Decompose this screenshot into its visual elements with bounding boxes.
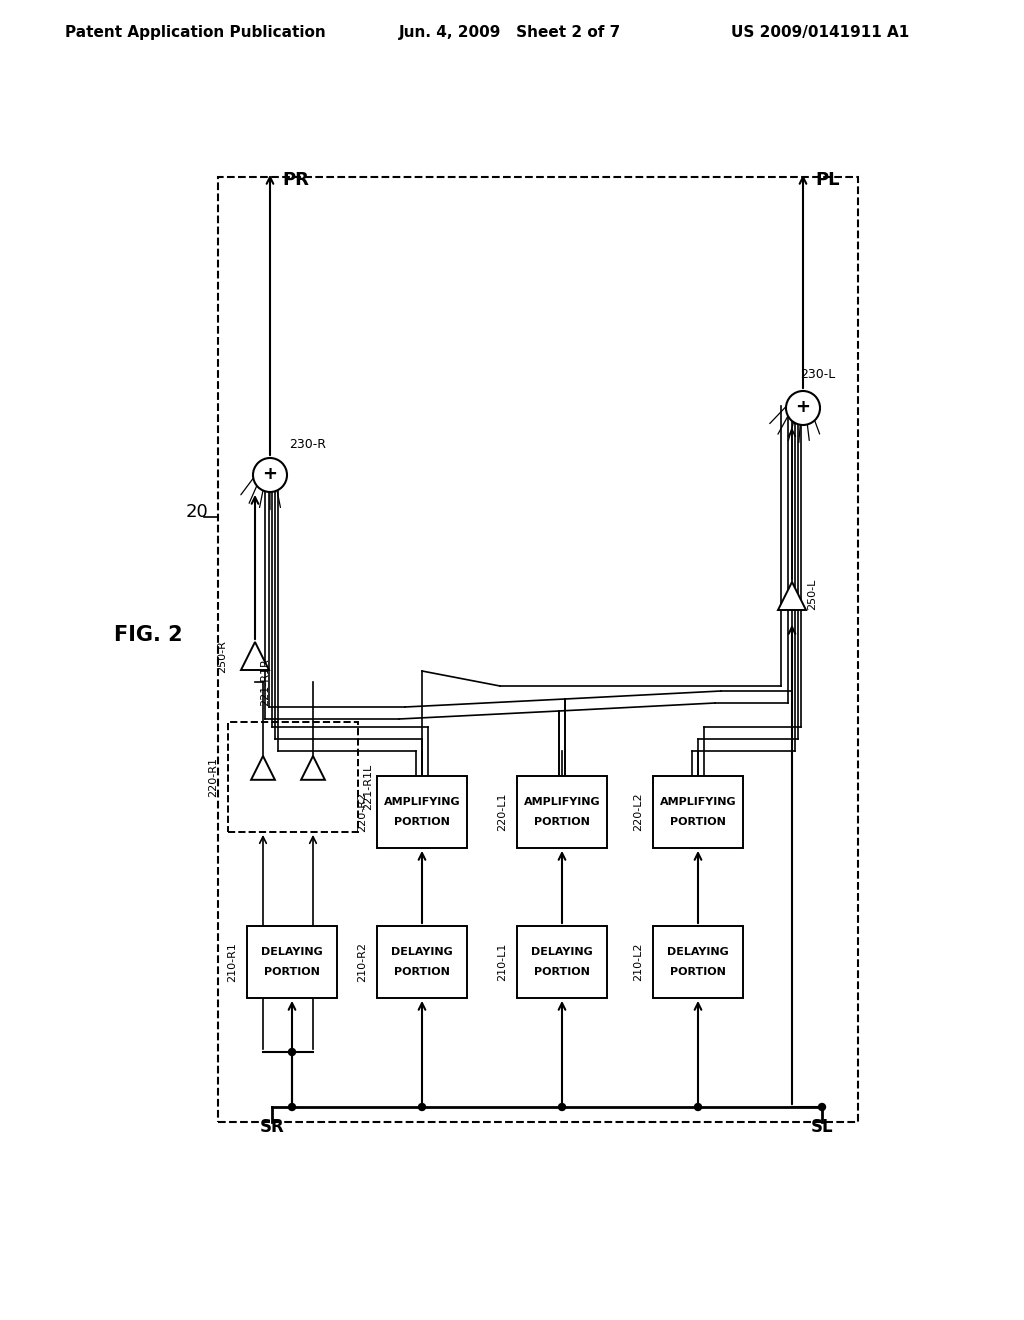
Text: US 2009/0141911 A1: US 2009/0141911 A1	[731, 25, 909, 40]
Text: 210-L2: 210-L2	[633, 942, 643, 981]
Bar	[653, 927, 743, 998]
Polygon shape	[241, 642, 269, 671]
Text: PR: PR	[282, 172, 309, 189]
Circle shape	[253, 458, 287, 492]
Text: PORTION: PORTION	[394, 817, 450, 828]
Text: 20: 20	[185, 503, 208, 521]
Text: AMPLIFYING: AMPLIFYING	[659, 797, 736, 807]
Text: 210-R2: 210-R2	[357, 942, 367, 982]
Text: PORTION: PORTION	[670, 968, 726, 977]
Bar	[247, 927, 337, 998]
Text: PL: PL	[815, 172, 840, 189]
Text: 220-L2: 220-L2	[633, 793, 643, 832]
Text: 250-L: 250-L	[807, 578, 817, 610]
Bar	[653, 776, 743, 847]
Bar	[218, 177, 858, 1122]
Text: Patent Application Publication: Patent Application Publication	[65, 25, 326, 40]
Text: 210-R1: 210-R1	[227, 942, 237, 982]
Polygon shape	[301, 756, 325, 780]
Text: 220-R2: 220-R2	[357, 792, 367, 832]
Circle shape	[694, 1104, 701, 1110]
Bar	[228, 722, 358, 832]
Bar	[517, 776, 607, 847]
Text: 250-R: 250-R	[217, 640, 227, 673]
Text: FIG. 2: FIG. 2	[114, 624, 182, 645]
Bar	[377, 927, 467, 998]
Circle shape	[786, 391, 820, 425]
Text: 230-L: 230-L	[801, 368, 836, 381]
Circle shape	[419, 1104, 426, 1110]
Text: DELAYING: DELAYING	[531, 946, 593, 957]
Text: PORTION: PORTION	[264, 968, 319, 977]
Text: 210-L1: 210-L1	[497, 942, 507, 981]
Bar	[517, 927, 607, 998]
Text: PORTION: PORTION	[670, 817, 726, 828]
Circle shape	[558, 1104, 565, 1110]
Text: 220-R1: 220-R1	[208, 756, 218, 797]
Text: Jun. 4, 2009   Sheet 2 of 7: Jun. 4, 2009 Sheet 2 of 7	[399, 25, 622, 40]
Circle shape	[289, 1048, 296, 1056]
Polygon shape	[778, 582, 806, 610]
Polygon shape	[251, 756, 274, 780]
Bar	[377, 776, 467, 847]
Text: 220-L1: 220-L1	[497, 793, 507, 832]
Text: 221-R1R: 221-R1R	[260, 659, 270, 706]
Text: AMPLIFYING: AMPLIFYING	[523, 797, 600, 807]
Text: +: +	[262, 465, 278, 483]
Text: PORTION: PORTION	[535, 817, 590, 828]
Circle shape	[289, 1104, 296, 1110]
Text: DELAYING: DELAYING	[391, 946, 453, 957]
Circle shape	[818, 1104, 825, 1110]
Text: SR: SR	[260, 1118, 285, 1137]
Text: DELAYING: DELAYING	[667, 946, 729, 957]
Text: SL: SL	[811, 1118, 834, 1137]
Text: 230-R: 230-R	[290, 438, 327, 451]
Text: 221-R1L: 221-R1L	[362, 764, 373, 810]
Text: +: +	[796, 399, 811, 416]
Text: AMPLIFYING: AMPLIFYING	[384, 797, 461, 807]
Text: DELAYING: DELAYING	[261, 946, 323, 957]
Text: PORTION: PORTION	[394, 968, 450, 977]
Text: PORTION: PORTION	[535, 968, 590, 977]
